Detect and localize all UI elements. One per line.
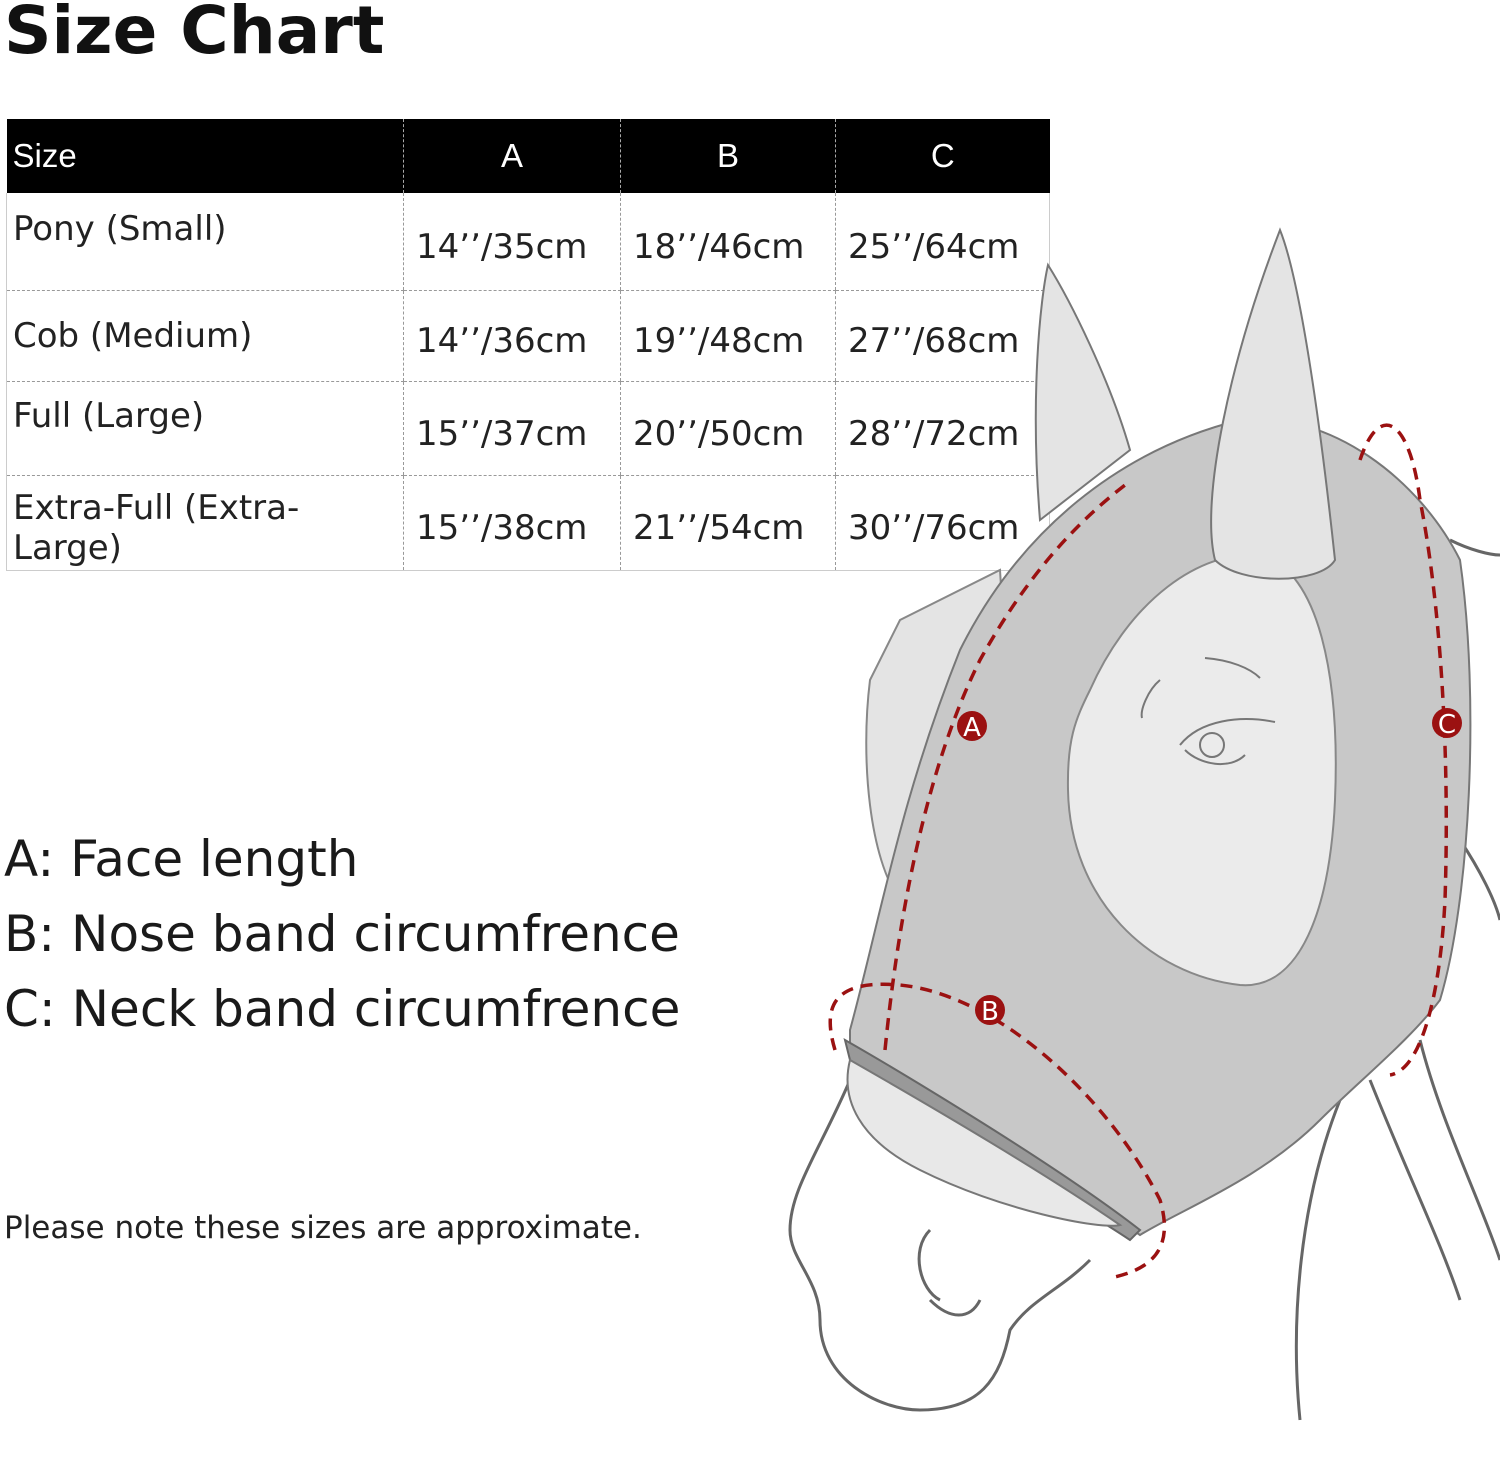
- header-size: Size: [6, 119, 404, 193]
- size-cell: Cob (Medium): [6, 290, 404, 382]
- header-c: C: [835, 119, 1050, 193]
- muzzle-opening: [846, 1058, 1123, 1227]
- b-cell: 21’’/54cm: [620, 475, 836, 571]
- legend-c: C: Neck band circumfrence: [4, 980, 681, 1038]
- marker-a: A: [957, 711, 987, 743]
- header-b: B: [620, 119, 836, 193]
- eye-icon: [1140, 657, 1276, 766]
- table-row: Pony (Small) 14’’/35cm 18’’/46cm 25’’/64…: [6, 193, 1050, 291]
- marker-b: B: [975, 995, 1005, 1027]
- size-table: Size A B C Pony (Small) 14’’/35cm 18’’/4…: [6, 119, 1050, 571]
- c-cell: 28’’/72cm: [835, 381, 1050, 476]
- svg-text:B: B: [981, 997, 999, 1027]
- a-cell: 14’’/35cm: [403, 193, 621, 291]
- table-header-row: Size A B C: [6, 119, 1050, 193]
- b-cell: 19’’/48cm: [620, 290, 836, 382]
- size-cell: Extra-Full (Extra-Large): [6, 475, 404, 571]
- ear-left: [1034, 262, 1132, 522]
- a-cell: 15’’/38cm: [403, 475, 621, 571]
- c-cell: 25’’/64cm: [835, 193, 1050, 291]
- page-title: Size Chart: [4, 0, 385, 69]
- header-a: A: [403, 119, 621, 193]
- size-cell: Pony (Small): [6, 193, 404, 291]
- table-row: Cob (Medium) 14’’/36cm 19’’/48cm 27’’/68…: [6, 290, 1050, 382]
- svg-text:C: C: [1438, 710, 1456, 740]
- svg-text:A: A: [963, 713, 981, 743]
- a-cell: 15’’/37cm: [403, 381, 621, 476]
- c-cell: 27’’/68cm: [835, 290, 1050, 382]
- marker-c: C: [1432, 708, 1462, 740]
- b-cell: 20’’/50cm: [620, 381, 836, 476]
- horse-outline: [788, 538, 1500, 1421]
- horse-mask-diagram: A B C: [788, 227, 1500, 1421]
- approximate-note: Please note these sizes are approximate.: [4, 1210, 642, 1246]
- a-cell: 14’’/36cm: [403, 290, 621, 382]
- measure-lines: [828, 423, 1449, 1280]
- table-row: Full (Large) 15’’/37cm 20’’/50cm 28’’/72…: [6, 381, 1050, 476]
- measure-c-line: [1358, 423, 1449, 1077]
- measure-a-line: [883, 483, 1127, 1051]
- legend-b: B: Nose band circumfrence: [4, 905, 680, 963]
- b-cell: 18’’/46cm: [620, 193, 836, 291]
- legend-a: A: Face length: [4, 830, 359, 888]
- measure-b-line: [828, 982, 1167, 1280]
- table-row: Extra-Full (Extra-Large) 15’’/38cm 21’’/…: [6, 475, 1050, 571]
- size-cell: Full (Large): [6, 381, 404, 476]
- ear-right: [1210, 227, 1337, 580]
- c-cell: 30’’/76cm: [835, 475, 1050, 571]
